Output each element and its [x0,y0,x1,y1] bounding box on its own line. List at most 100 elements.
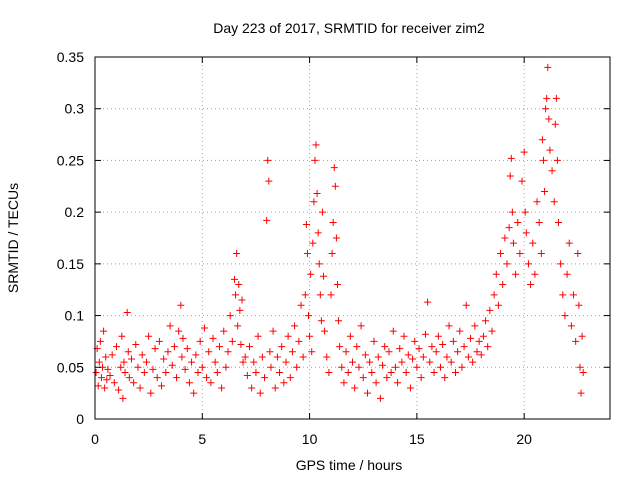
data-point [183,345,191,353]
data-point [509,239,517,247]
data-point [544,63,552,71]
data-point [264,156,272,164]
data-point [127,355,135,363]
data-point [516,250,524,258]
data-point [578,332,586,340]
data-point [307,270,315,278]
data-point [576,363,584,371]
data-point [340,379,348,387]
data-point [574,250,582,258]
data-point [469,358,477,366]
data-point [501,234,509,242]
data-point [550,198,558,206]
data-point [220,327,228,335]
data-point [488,327,496,335]
data-point [162,368,170,376]
data-point [563,270,571,278]
data-point [579,368,587,376]
data-point [239,358,247,366]
data-point [506,172,514,180]
data-point [467,334,475,342]
data-point [207,379,215,387]
data-point [492,270,500,278]
data-point [462,301,470,309]
plot-frame [94,56,611,420]
y-tick-label: 0.35 [57,49,84,65]
data-point [328,250,336,258]
grid-lines [95,57,610,419]
data-point [452,368,459,376]
data-point [557,260,565,268]
data-point [147,389,155,397]
data-point [361,351,369,359]
data-point [164,348,172,356]
data-point [310,198,318,206]
data-point [265,177,273,185]
data-point [535,218,543,226]
data-point [261,374,269,382]
data-point [357,322,365,330]
data-point [96,337,104,345]
data-point [552,94,560,102]
data-point [312,141,320,149]
data-point [520,148,528,156]
data-point [551,120,559,128]
data-point [344,368,352,376]
data-point [555,218,562,226]
data-point [97,374,105,382]
data-point [299,353,307,361]
data-point [303,250,311,258]
x-tick-label: 5 [198,431,206,447]
data-point [280,379,288,387]
data-point [173,374,181,382]
data-point [505,224,513,232]
data-point [372,379,380,387]
data-point [256,389,264,397]
data-point [315,260,323,268]
data-point [542,105,550,113]
data-point [232,291,240,299]
data-point [124,348,132,356]
data-point [331,182,339,190]
data-point [327,291,335,299]
data-point [130,379,138,387]
data-point [178,353,186,361]
data-point [160,355,168,363]
data-point [565,239,573,247]
data-point [288,348,296,356]
data-point [370,337,378,345]
data-point [314,229,322,237]
data-point [366,358,374,366]
data-point [439,341,447,349]
data-point [486,306,494,314]
data-point [276,368,284,376]
data-point [394,379,402,387]
data-point [359,374,367,382]
y-tick-label: 0.05 [57,359,84,375]
data-point [309,239,317,247]
data-point [112,343,120,351]
data-point [248,384,256,392]
chart-title: Day 223 of 2017, SRMTID for receiver zim… [213,20,485,36]
data-point [490,291,498,299]
data-point [529,239,537,247]
data-point [121,368,129,376]
data-point [329,218,337,226]
data-point [311,156,319,164]
data-point [241,353,249,361]
x-tick-label: 0 [91,431,99,447]
data-point [527,281,535,289]
data-point [413,363,421,371]
data-point [94,382,102,390]
data-point [538,136,546,144]
data-point [479,332,487,340]
data-point [102,353,110,361]
data-point [411,337,419,345]
y-tick-label: 0 [76,411,84,427]
data-point [421,330,429,338]
data-point [286,374,294,382]
data-point [396,345,404,353]
data-point [266,348,274,356]
data-point [342,348,350,356]
y-tick-label: 0.1 [65,308,85,324]
